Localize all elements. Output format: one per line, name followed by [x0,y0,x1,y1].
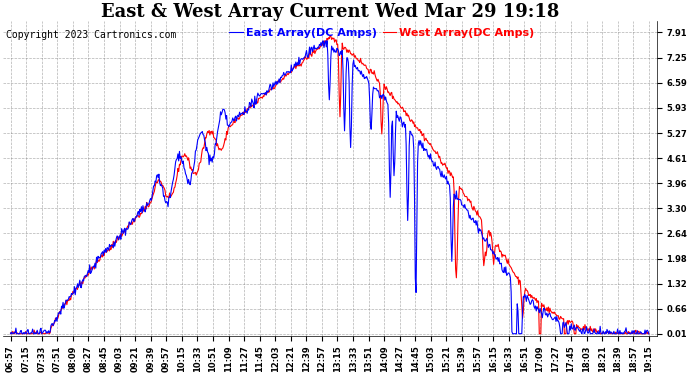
West Array(DC Amps) [169,190,177,195]
East Array(DC Amps) [6,332,14,336]
East Array(DC Amps) [323,38,331,43]
East Array(DC Amps) [168,180,177,185]
Line: West Array(DC Amps): West Array(DC Amps) [10,35,649,334]
West Array(DC Amps) [367,68,375,72]
West Array(DC Amps) [280,74,288,79]
East Array(DC Amps) [366,122,375,126]
West Array(DC Amps) [326,34,335,38]
East Array(DC Amps) [644,332,653,336]
West Array(DC Amps) [644,332,653,336]
East Array(DC Amps) [363,76,371,81]
West Array(DC Amps) [437,160,446,165]
Text: Copyright 2023 Cartronics.com: Copyright 2023 Cartronics.com [6,30,177,40]
Title: East & West Array Current Wed Mar 29 19:18: East & West Array Current Wed Mar 29 19:… [101,3,559,21]
West Array(DC Amps) [364,67,373,72]
East Array(DC Amps) [437,174,445,179]
East Array(DC Amps) [279,70,288,75]
Line: East Array(DC Amps): East Array(DC Amps) [10,40,649,334]
East Array(DC Amps) [326,81,334,85]
West Array(DC Amps) [6,331,14,335]
Legend: East Array(DC Amps), West Array(DC Amps): East Array(DC Amps), West Array(DC Amps) [225,23,539,42]
West Array(DC Amps) [326,33,334,38]
West Array(DC Amps) [7,332,15,336]
